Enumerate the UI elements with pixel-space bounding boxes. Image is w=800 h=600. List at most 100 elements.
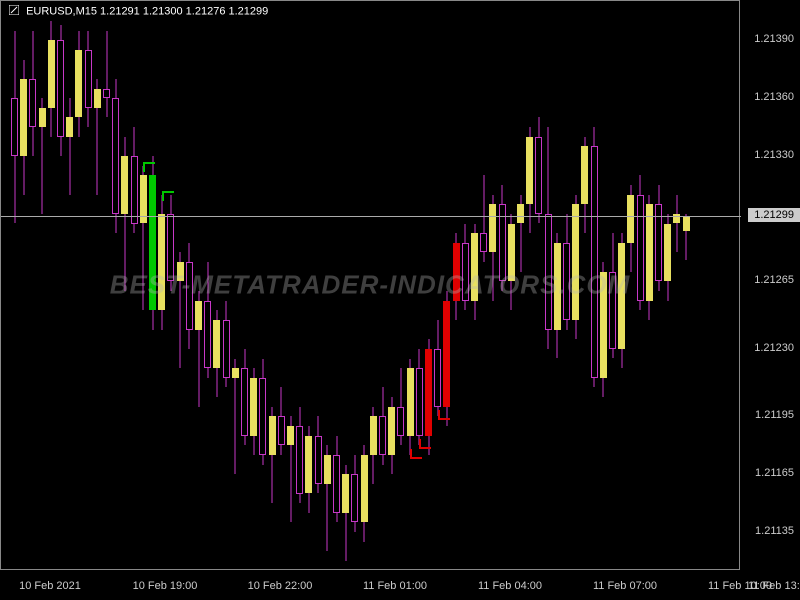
candle [342, 1, 349, 571]
y-axis: 1.21390 1.21360 1.21330 1.21299 1.21265 1.212… [740, 0, 800, 570]
candle [453, 1, 460, 571]
candle [370, 1, 377, 571]
candle [140, 1, 147, 571]
candle [158, 1, 165, 571]
candle [673, 1, 680, 571]
candle [204, 1, 211, 571]
signal-down-marker [410, 449, 422, 459]
candle [664, 1, 671, 571]
chart-area[interactable]: EURUSD,M15 1.21291 1.21300 1.21276 1.212… [0, 0, 740, 570]
candle [149, 1, 156, 571]
candle [57, 1, 64, 571]
candle [250, 1, 257, 571]
candle [545, 1, 552, 571]
x-tick: 10 Feb 2021 [19, 580, 81, 592]
candle [609, 1, 616, 571]
y-tick: 1.21390 [754, 33, 794, 45]
candle [241, 1, 248, 571]
candle [333, 1, 340, 571]
candle [232, 1, 239, 571]
y-tick: 1.21165 [755, 467, 794, 479]
candle [29, 1, 36, 571]
x-tick: 10 Feb 22:00 [248, 580, 313, 592]
candle [434, 1, 441, 571]
candle [526, 1, 533, 571]
symbol-label: EURUSD,M15 [26, 5, 97, 17]
candle [416, 1, 423, 571]
x-tick: 11 Feb 01:00 [363, 580, 427, 592]
candle [517, 1, 524, 571]
candle [627, 1, 634, 571]
candle [315, 1, 322, 571]
signal-down-marker [438, 410, 450, 420]
x-tick: 11 Feb 07:00 [593, 580, 657, 592]
candle [572, 1, 579, 571]
y-tick: 1.21360 [754, 91, 794, 103]
candle [112, 1, 119, 571]
candle [259, 1, 266, 571]
candle [554, 1, 561, 571]
candle [471, 1, 478, 571]
candle [278, 1, 285, 571]
x-axis: 10 Feb 2021 10 Feb 19:00 10 Feb 22:00 11 Fe… [0, 570, 740, 600]
signal-up-marker [143, 162, 155, 172]
candle [177, 1, 184, 571]
y-tick: 1.21195 [755, 409, 794, 421]
candle [11, 1, 18, 571]
candle [581, 1, 588, 571]
candle [683, 1, 690, 571]
x-tick: 11 Feb 04:00 [478, 580, 542, 592]
candle [600, 1, 607, 571]
candle [66, 1, 73, 571]
candle [379, 1, 386, 571]
candle [121, 1, 128, 571]
candle [637, 1, 644, 571]
candle [48, 1, 55, 571]
candle [351, 1, 358, 571]
candle [646, 1, 653, 571]
candle [324, 1, 331, 571]
y-tick: 1.21330 [754, 149, 794, 161]
candle [591, 1, 598, 571]
candle [535, 1, 542, 571]
ohlc-label: 1.21291 1.21300 1.21276 1.21299 [100, 5, 268, 17]
x-tick: 10 Feb 19:00 [133, 580, 198, 592]
candle [103, 1, 110, 571]
candle [425, 1, 432, 571]
candle [213, 1, 220, 571]
candle [489, 1, 496, 571]
candle [407, 1, 414, 571]
current-price-line [1, 216, 741, 217]
candle [186, 1, 193, 571]
candle [94, 1, 101, 571]
signal-up-marker [162, 191, 174, 201]
candle [85, 1, 92, 571]
candle [462, 1, 469, 571]
candle [480, 1, 487, 571]
candle [563, 1, 570, 571]
candle [287, 1, 294, 571]
y-tick: 1.21265 [754, 274, 794, 286]
candle [195, 1, 202, 571]
candle [618, 1, 625, 571]
current-price-label: 1.21299 [748, 208, 800, 222]
candle [443, 1, 450, 571]
candle [296, 1, 303, 571]
symbol-icon [9, 5, 19, 18]
chart-header: EURUSD,M15 1.21291 1.21300 1.21276 1.212… [9, 5, 268, 18]
candle [131, 1, 138, 571]
candle [167, 1, 174, 571]
candle [20, 1, 27, 571]
y-tick: 1.21230 [754, 342, 794, 354]
signal-down-marker [419, 439, 431, 449]
x-tick: 11 Feb 13:00 [748, 580, 800, 592]
candle [508, 1, 515, 571]
candle [361, 1, 368, 571]
candle [75, 1, 82, 571]
candle [39, 1, 46, 571]
candle [388, 1, 395, 571]
candle [655, 1, 662, 571]
candle [269, 1, 276, 571]
candle [397, 1, 404, 571]
candle [305, 1, 312, 571]
